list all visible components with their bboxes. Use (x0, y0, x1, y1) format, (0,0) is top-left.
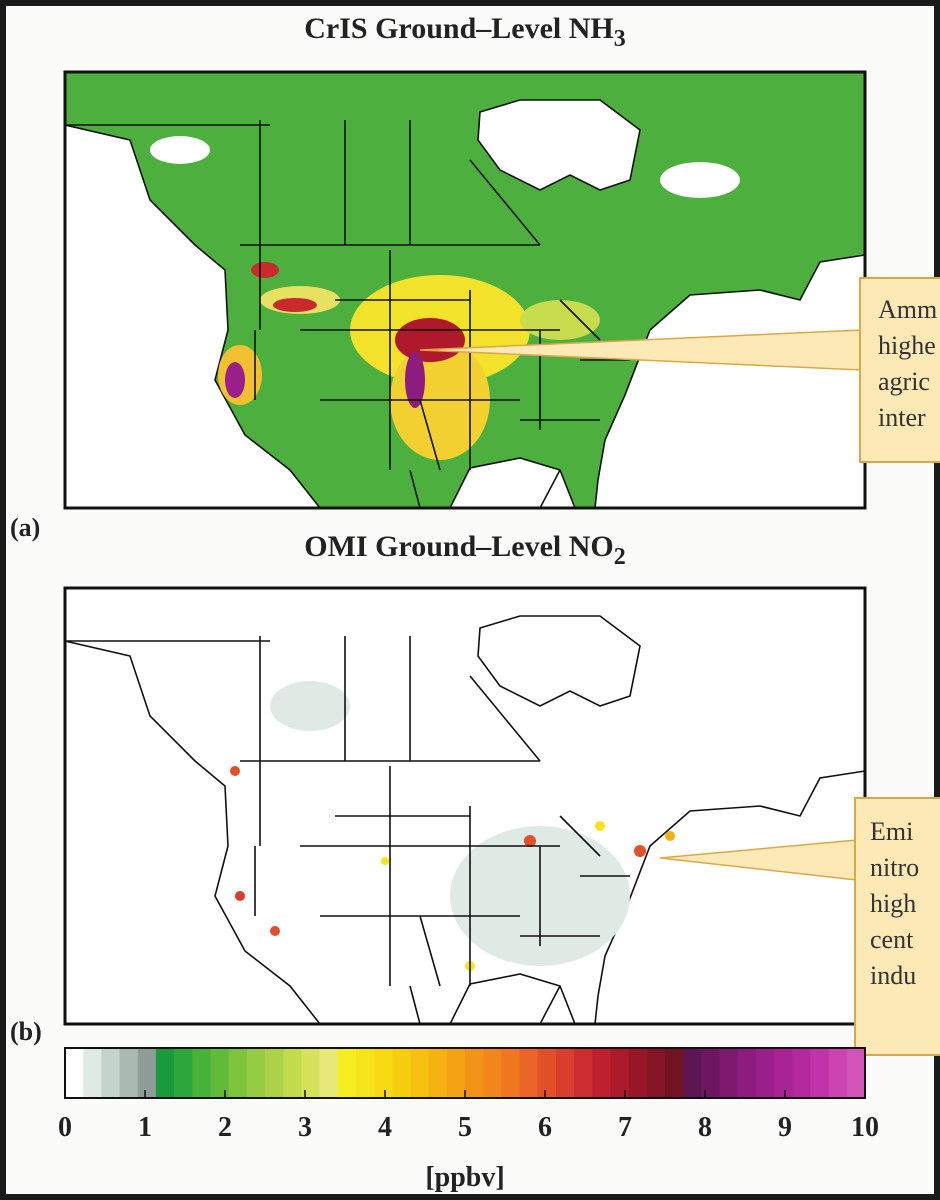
colorbar-segment (319, 1048, 339, 1098)
colorbar-segment (665, 1048, 684, 1098)
tick-label: 7 (618, 1112, 632, 1143)
colorbar-segment (828, 1048, 848, 1098)
callout-box (854, 797, 940, 1056)
colorbar-segment (792, 1048, 811, 1098)
map-field (230, 766, 240, 776)
colorbar-segment (537, 1048, 557, 1098)
panel-title-main: CrIS Ground–Level NH (304, 12, 613, 45)
colorbar-segment (483, 1048, 502, 1098)
colorbar-segment (65, 1048, 84, 1098)
colorbar-segment (374, 1048, 393, 1098)
colorbar-segment (210, 1048, 230, 1098)
colorbar-segment (501, 1048, 521, 1098)
panel-label: (a) (10, 513, 40, 542)
colorbar-segment (519, 1048, 539, 1098)
tick-label: 1 (138, 1112, 152, 1143)
callout-text: agric (878, 367, 930, 396)
tick-label: 4 (378, 1112, 392, 1143)
colorbar-segment (701, 1048, 721, 1098)
tick-label: 6 (538, 1112, 552, 1143)
map-field (225, 362, 245, 398)
map-field (150, 136, 210, 164)
colorbar-segment (355, 1048, 375, 1098)
colorbar-segment (101, 1048, 121, 1098)
map-field (520, 300, 600, 340)
colorbar-segment (337, 1048, 357, 1098)
tick-label: 5 (458, 1112, 472, 1143)
tick-label: 3 (298, 1112, 312, 1143)
map (63, 70, 867, 510)
callout-text: Emi (870, 817, 913, 846)
colorbar-segment (846, 1048, 866, 1098)
callout-box (859, 277, 940, 463)
colorbar-segment (137, 1048, 157, 1098)
callout-text: cent (870, 925, 914, 954)
colorbar-segment (410, 1048, 430, 1098)
colorbar-segment (446, 1048, 466, 1098)
colorbar-segment (174, 1048, 193, 1098)
colorbar-segment (774, 1048, 793, 1098)
colorbar-segment (628, 1048, 648, 1098)
colorbar-segment (119, 1048, 139, 1098)
panel-title-main: OMI Ground–Level NO (304, 530, 613, 563)
colorbar-segment (555, 1048, 575, 1098)
colorbar-label: [ppbv] (425, 1162, 504, 1193)
map-field (270, 926, 280, 936)
panel-label: (b) (10, 1017, 42, 1046)
colorbar-segment (755, 1048, 775, 1098)
map-field (251, 262, 279, 278)
colorbar-segment (283, 1048, 302, 1098)
colorbar-segment (683, 1048, 702, 1098)
colorbar-segment (719, 1048, 739, 1098)
map (63, 586, 867, 1026)
callout-text: Amm (878, 295, 937, 324)
colorbar-segment (465, 1048, 484, 1098)
panel-title: CrIS Ground–Level NH3 (304, 12, 625, 52)
colorbar-segment (265, 1048, 284, 1098)
panel-title-sub: 2 (614, 544, 626, 570)
colorbar-segment (155, 1048, 175, 1098)
colorbar-segment (646, 1048, 666, 1098)
panel-title: OMI Ground–Level NO2 (304, 530, 625, 570)
colorbar: 0 1 2 3 4 5 6 7 8 9 10 (58, 1047, 879, 1143)
map-field (270, 681, 350, 731)
map-field (235, 891, 245, 901)
colorbar-segment (301, 1048, 321, 1098)
map-field (381, 857, 389, 865)
colorbar-segment (246, 1048, 266, 1098)
callout-text: nitro (870, 853, 919, 882)
colorbar-segment (610, 1048, 630, 1098)
callout-text: inter (878, 403, 926, 432)
map-field (395, 318, 465, 362)
callout-text: highe (878, 331, 936, 360)
map-field (665, 831, 675, 841)
map-field (660, 162, 740, 198)
tick-label: 8 (698, 1112, 712, 1143)
callout-text: high (870, 889, 916, 918)
colorbar-segment (737, 1048, 757, 1098)
callout: Amm highe agric inter (419, 277, 940, 463)
map-field (634, 845, 646, 857)
map-field (595, 821, 605, 831)
tick-label: 0 (58, 1112, 72, 1143)
colorbar-segment (810, 1048, 830, 1098)
colorbar-segment (228, 1048, 248, 1098)
colorbar-segment (392, 1048, 411, 1098)
colorbar-segment (83, 1048, 102, 1098)
tick-label: 9 (778, 1112, 792, 1143)
colorbar-segment (592, 1048, 611, 1098)
colorbar-segment (428, 1048, 448, 1098)
panel-title-sub: 3 (614, 26, 626, 52)
callout-text: indu (870, 961, 916, 990)
callout: Emi nitro high cent indu (659, 797, 940, 1056)
map-field (524, 835, 536, 847)
colorbar-segment (192, 1048, 211, 1098)
tick-label: 10 (851, 1112, 879, 1143)
map-field (273, 298, 317, 312)
map-field (405, 352, 425, 408)
colorbar-segment (574, 1048, 593, 1098)
tick-label: 2 (218, 1112, 232, 1143)
